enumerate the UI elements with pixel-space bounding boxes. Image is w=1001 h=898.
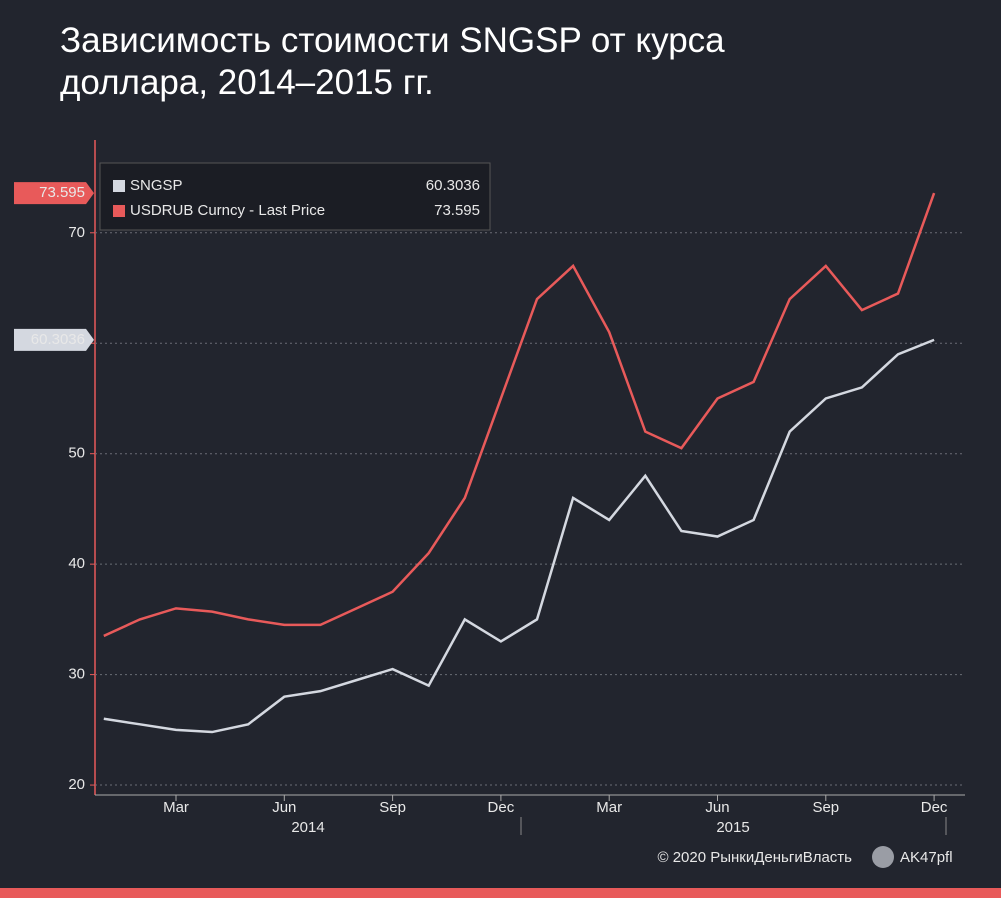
bottom-strip (0, 888, 1001, 898)
series-line (103, 338, 935, 734)
legend-box (99, 162, 491, 231)
legend-swatch (113, 180, 125, 192)
x-tick-label: Jun (705, 799, 729, 816)
last-value-tag (14, 328, 94, 351)
last-value-tag (14, 182, 94, 205)
legend-value: 73.595 (434, 202, 480, 219)
x-tick-label: Jun (272, 799, 296, 816)
y-tick-label: 40 (68, 555, 85, 572)
source: AK47pfl (900, 849, 953, 866)
last-value-label: 60.3036 (31, 331, 85, 348)
telegram-icon (872, 846, 894, 868)
chart-title: Зависимость стоимости SNGSP от курса долл… (60, 21, 725, 102)
x-tick-label: Sep (812, 799, 839, 816)
x-tick-label: Dec (488, 799, 515, 816)
x-tick-label: Mar (163, 799, 189, 816)
legend-swatch (113, 205, 125, 217)
footer: © 2020 РынкиДеньгиВласть (657, 849, 852, 866)
year-label: 2014 (291, 819, 324, 836)
x-tick-label: Dec (921, 799, 948, 816)
legend-label: SNGSP (130, 177, 183, 194)
legend-label: USDRUB Curncy - Last Price (130, 202, 325, 219)
y-tick-label: 70 (68, 224, 85, 241)
year-label: 2015 (716, 819, 749, 836)
x-tick-label: Mar (596, 799, 622, 816)
series-line (103, 192, 936, 638)
x-tick-label: Sep (379, 799, 406, 816)
y-tick-label: 20 (68, 776, 85, 793)
legend-value: 60.3036 (426, 177, 480, 194)
last-value-label: 73.595 (39, 184, 85, 201)
y-tick-label: 50 (68, 445, 85, 462)
y-tick-label: 30 (68, 666, 85, 683)
